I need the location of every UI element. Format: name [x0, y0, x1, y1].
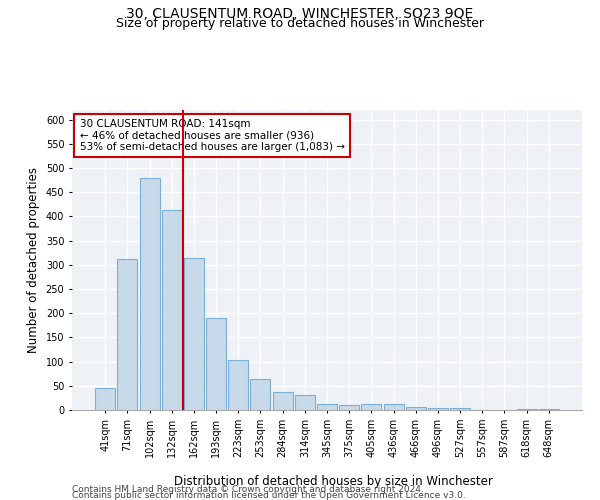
Bar: [517, 408, 536, 410]
Bar: [406, 406, 426, 410]
Bar: [317, 404, 337, 410]
Bar: [184, 258, 204, 410]
Text: Contains public sector information licensed under the Open Government Licence v3: Contains public sector information licen…: [72, 490, 466, 500]
Y-axis label: Number of detached properties: Number of detached properties: [27, 167, 40, 353]
Bar: [272, 392, 293, 410]
Bar: [361, 404, 382, 410]
Text: Contains HM Land Registry data © Crown copyright and database right 2024.: Contains HM Land Registry data © Crown c…: [72, 485, 424, 494]
Bar: [140, 178, 160, 410]
Bar: [162, 210, 182, 410]
Bar: [383, 404, 404, 410]
Text: 30 CLAUSENTUM ROAD: 141sqm
← 46% of detached houses are smaller (936)
53% of sem: 30 CLAUSENTUM ROAD: 141sqm ← 46% of deta…: [80, 119, 344, 152]
Bar: [95, 388, 115, 410]
Bar: [450, 408, 470, 410]
Bar: [428, 408, 448, 410]
Bar: [295, 395, 315, 410]
Bar: [539, 408, 559, 410]
Bar: [339, 405, 359, 410]
Bar: [206, 318, 226, 410]
Bar: [250, 378, 271, 410]
Text: Size of property relative to detached houses in Winchester: Size of property relative to detached ho…: [116, 18, 484, 30]
Text: Distribution of detached houses by size in Winchester: Distribution of detached houses by size …: [173, 474, 493, 488]
Text: 30, CLAUSENTUM ROAD, WINCHESTER, SO23 9QE: 30, CLAUSENTUM ROAD, WINCHESTER, SO23 9Q…: [127, 8, 473, 22]
Bar: [118, 259, 137, 410]
Bar: [228, 360, 248, 410]
